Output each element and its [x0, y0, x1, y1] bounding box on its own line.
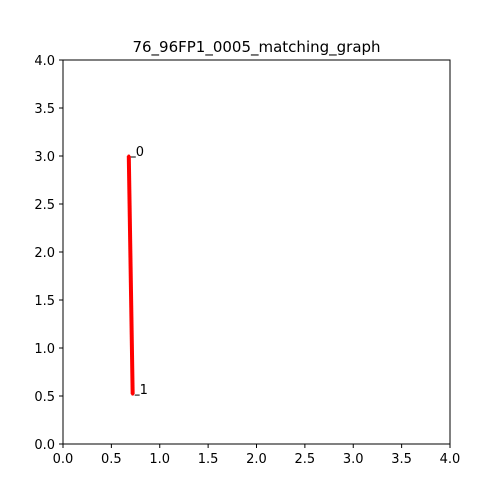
node-label: 1 [140, 383, 148, 398]
x-axis-ticks: 0.0 0.5 1.0 1.5 2.0 2.5 3.0 3.5 4.0 [53, 444, 461, 467]
graph-edge [126, 155, 135, 395]
x-tick-label: 3.5 [391, 452, 412, 467]
y-tick-label: 1.0 [34, 342, 55, 357]
y-tick-label: 1.5 [34, 294, 55, 309]
chart-title: 76_96FP1_0005_matching_graph [132, 38, 380, 57]
x-tick-label: 0.0 [53, 452, 74, 467]
x-tick-label: 1.0 [149, 452, 170, 467]
x-tick-label: 1.5 [198, 452, 219, 467]
y-axis-ticks: 0.0 0.5 1.0 1.5 2.0 2.5 3.0 3.5 4.0 [34, 54, 63, 453]
graph-node [127, 154, 131, 158]
nodes-layer: 01 [127, 145, 148, 398]
y-tick-label: 3.5 [34, 102, 55, 117]
y-tick-label: 2.5 [34, 198, 55, 213]
y-tick-label: 2.0 [34, 246, 55, 261]
x-tick-label: 2.5 [295, 452, 316, 467]
x-tick-label: 2.0 [246, 452, 267, 467]
x-tick-label: 0.5 [101, 452, 122, 467]
plot-frame [62, 59, 451, 445]
y-tick-label: 0.0 [34, 438, 55, 453]
y-tick-label: 3.0 [34, 150, 55, 165]
x-tick-label: 4.0 [440, 452, 461, 467]
y-tick-label: 0.5 [34, 390, 55, 405]
y-tick-label: 4.0 [34, 54, 55, 69]
node-label: 0 [136, 145, 144, 160]
edges-layer [126, 155, 135, 395]
x-tick-label: 3.0 [343, 452, 364, 467]
graph-node [131, 392, 135, 396]
